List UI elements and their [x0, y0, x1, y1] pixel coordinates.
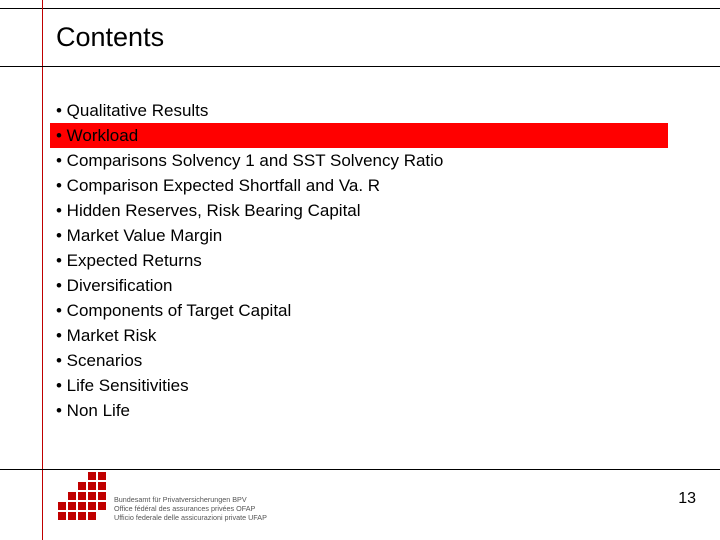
title-underline [0, 66, 720, 67]
bullet-text: • Expected Returns [56, 251, 202, 270]
bullet-item: • Workload [56, 123, 690, 148]
bullet-text: • Market Risk [56, 326, 156, 345]
footer: Bundesamt für Privatversicherungen BPVOf… [58, 480, 696, 526]
bullet-text: • Scenarios [56, 351, 142, 370]
title-region: Contents [56, 22, 164, 53]
bullet-item: • Market Risk [56, 323, 690, 348]
bullet-item: • Diversification [56, 273, 690, 298]
bullet-item: • Components of Target Capital [56, 298, 690, 323]
bullet-item: • Comparisons Solvency 1 and SST Solvenc… [56, 148, 690, 173]
bullet-item: • Life Sensitivities [56, 373, 690, 398]
bullet-text: • Diversification [56, 276, 173, 295]
bullet-text: • Non Life [56, 401, 130, 420]
bullet-text: • Components of Target Capital [56, 301, 291, 320]
page-number: 13 [678, 490, 696, 508]
bullet-item: • Hidden Reserves, Risk Bearing Capital [56, 198, 690, 223]
bullet-text: • Workload [56, 126, 138, 145]
bullet-item: • Comparison Expected Shortfall and Va. … [56, 173, 690, 198]
top-rule [0, 8, 720, 9]
bullet-item: • Market Value Margin [56, 223, 690, 248]
bullet-item: • Expected Returns [56, 248, 690, 273]
bottom-rule [0, 469, 720, 470]
bullet-text: • Market Value Margin [56, 226, 222, 245]
bullet-item: • Qualitative Results [56, 98, 690, 123]
bullet-item: • Scenarios [56, 348, 690, 373]
footer-org-text: Bundesamt für Privatversicherungen BPVOf… [114, 495, 267, 522]
slide: Contents • Qualitative Results • Workload… [0, 0, 720, 540]
bullet-text: • Qualitative Results [56, 101, 208, 120]
left-vertical-rule [42, 0, 43, 540]
slide-title: Contents [56, 22, 164, 53]
logo-squares-icon [58, 472, 106, 520]
bullet-list: • Qualitative Results • Workload • Compari… [56, 98, 690, 423]
bullet-text: • Comparisons Solvency 1 and SST Solvenc… [56, 151, 443, 170]
footer-logo [58, 472, 106, 520]
bullet-text: • Life Sensitivities [56, 376, 189, 395]
bullet-text: • Hidden Reserves, Risk Bearing Capital [56, 201, 361, 220]
bullet-item: • Non Life [56, 398, 690, 423]
bullet-text: • Comparison Expected Shortfall and Va. … [56, 176, 380, 195]
